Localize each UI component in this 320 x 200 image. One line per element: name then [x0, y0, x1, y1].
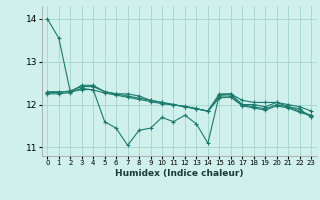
X-axis label: Humidex (Indice chaleur): Humidex (Indice chaleur) [115, 169, 244, 178]
